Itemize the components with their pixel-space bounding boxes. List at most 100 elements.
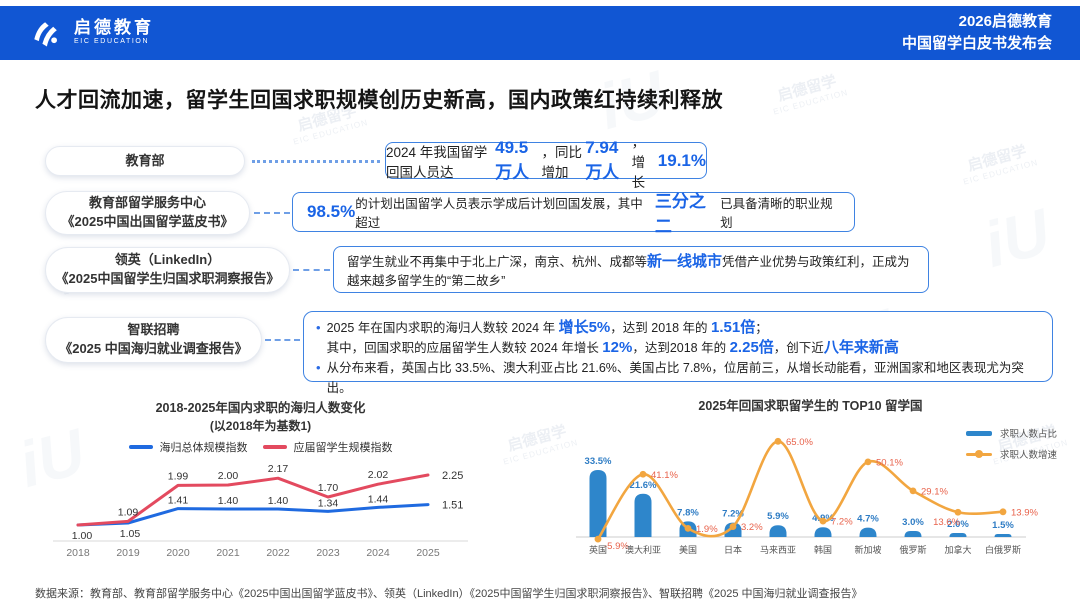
svg-text:7.2%: 7.2%: [831, 516, 853, 527]
svg-text:1.05: 1.05: [120, 528, 141, 540]
svg-text:2.17: 2.17: [268, 463, 289, 475]
svg-text:1.41: 1.41: [168, 494, 189, 506]
event-title-line1: 2026启德教育: [958, 13, 1052, 31]
svg-text:2023: 2023: [316, 547, 340, 559]
svg-text:1.44: 1.44: [368, 493, 389, 505]
source-pill-label: 《2025 中国海归就业调查报告》: [59, 341, 248, 356]
svg-text:英国: 英国: [589, 544, 607, 555]
svg-text:7.8%: 7.8%: [677, 507, 699, 518]
svg-text:2018: 2018: [66, 547, 90, 559]
source-pill-label: 《2025中国出国留学蓝皮书》: [61, 214, 234, 229]
logo-name-en: EIC EDUCATION: [74, 38, 150, 46]
chart-legend: 求职人数占比 求职人数增速: [965, 426, 1057, 461]
svg-text:美国: 美国: [679, 544, 697, 555]
svg-text:2.00: 2.00: [218, 470, 239, 482]
header-bar: 启德教育 EIC EDUCATION 2026启德教育 中国留学白皮书发布会: [0, 6, 1080, 60]
source-pill-cscse: 教育部留学服务中心 《2025中国出国留学蓝皮书》: [45, 191, 250, 235]
svg-text:马来西亚: 马来西亚: [760, 545, 796, 555]
svg-text:2.25: 2.25: [442, 470, 463, 482]
svg-text:1.00: 1.00: [72, 530, 93, 542]
svg-text:21.6%: 21.6%: [630, 480, 657, 491]
bullet-dot: •: [316, 320, 321, 335]
svg-text:澳大利亚: 澳大利亚: [625, 544, 661, 555]
page-title: 人才回流加速，留学生回国求职规模创历史新高，国内政策红持续利释放: [35, 89, 723, 112]
svg-text:65.0%: 65.0%: [786, 437, 813, 448]
event-title-line2: 中国留学白皮书发布会: [901, 35, 1052, 52]
svg-text:3.2%: 3.2%: [741, 522, 763, 533]
source-pill-zhaopin: 智联招聘 《2025 中国海归就业调查报告》: [45, 317, 262, 363]
logo-name-cn: 启德教育: [74, 17, 154, 37]
connector-line: [265, 339, 300, 341]
chart-title: 2018-2025年国内求职的海归人数变化: [155, 401, 366, 415]
svg-text:1.09: 1.09: [118, 506, 139, 518]
svg-text:1.51: 1.51: [442, 499, 463, 511]
info-box-linkedin: 留学生就业不再集中于北上广深，南京、杭州、成都等新一线城市凭借产业优势与政策红利…: [333, 246, 929, 293]
svg-text:1.40: 1.40: [268, 495, 289, 507]
svg-text:2025: 2025: [416, 547, 440, 559]
event-title: 2026启德教育 中国留学白皮书发布会: [902, 11, 1052, 55]
svg-text:4.7%: 4.7%: [857, 513, 879, 524]
svg-text:5.9%: 5.9%: [767, 511, 789, 522]
svg-text:2.02: 2.02: [368, 469, 389, 481]
svg-text:2.0%: 2.0%: [947, 519, 969, 530]
bullet-text: 从分布来看，英国占比 33.5%、澳大利亚占比 21.6%、美国占比 7.8%，…: [326, 361, 1024, 395]
source-pill-label: 领英（LinkedIn）: [114, 252, 221, 268]
svg-text:1.34: 1.34: [318, 497, 339, 509]
svg-text:加拿大: 加拿大: [944, 544, 971, 555]
svg-text:7.2%: 7.2%: [722, 508, 744, 519]
svg-text:41.1%: 41.1%: [651, 470, 678, 481]
svg-text:2024: 2024: [366, 547, 390, 559]
bullet-item: • 2025 年在国内求职的海归人数较 2024 年 增长5%，达到 2018 …: [314, 318, 1040, 358]
chart-top10-countries: 2025年回国求职留学生的 TOP10 留学国 求职人数占比 求职人数增速 33…: [558, 398, 1063, 574]
svg-text:33.5%: 33.5%: [585, 456, 612, 467]
svg-text:俄罗斯: 俄罗斯: [899, 544, 926, 555]
svg-text:白俄罗斯: 白俄罗斯: [985, 544, 1021, 555]
svg-text:3.0%: 3.0%: [902, 517, 924, 528]
bullet-dot: •: [316, 360, 321, 375]
legend-swatch-share: [965, 430, 992, 436]
svg-text:1.5%: 1.5%: [992, 520, 1014, 531]
svg-text:新加坡: 新加坡: [854, 544, 881, 555]
line-chart-canvas: 2018 2019 2020 2021 2022 2023 2024 2025 1.00 1.05…: [53, 463, 468, 559]
bullet-text: 2025 年在国内求职的海归人数较 2024 年 增长5%，达到 2018 年的…: [326, 319, 899, 356]
svg-text:50.1%: 50.1%: [876, 457, 903, 468]
svg-text:1.40: 1.40: [218, 495, 239, 507]
watermark-monogram: iU: [976, 194, 1058, 282]
legend-label-growth: 求职人数增速: [999, 450, 1057, 461]
bullet-item: • 从分布来看，英国占比 33.5%、澳大利亚占比 21.6%、美国占比 7.8…: [314, 358, 1040, 398]
connector-line: [254, 212, 290, 214]
legend-label-fresh: 应届留学生规模指数: [293, 441, 393, 454]
svg-text:日本: 日本: [724, 544, 742, 555]
legend-label-share: 求职人数占比: [999, 429, 1057, 440]
svg-text:29.1%: 29.1%: [921, 486, 948, 497]
svg-text:1.70: 1.70: [318, 482, 339, 494]
chart-title: 2025年回国求职留学生的 TOP10 留学国: [698, 399, 923, 413]
svg-text:2021: 2021: [216, 547, 240, 559]
source-pill-linkedin: 领英（LinkedIn） 《2025中国留学生归国求职洞察报告》: [45, 247, 290, 293]
info-box-bluebook: 98.5% 的计划出国留学人员表示学成后计划回国发展，其中超过 三分之二 已具备清晰的…: [292, 192, 855, 236]
source-pill-label: 教育部留学服务中心: [88, 195, 206, 211]
legend-swatch-fresh: [262, 445, 287, 449]
source-pill-label: 智联招聘: [127, 322, 180, 338]
data-source-note: 数据来源：教育部、教育部留学服务中心《2025中国出国留学蓝皮书》、领英（Lin…: [35, 588, 863, 600]
svg-text:13.6%: 13.6%: [933, 517, 960, 528]
chart-subtitle: (以2018年为基数1): [209, 418, 312, 433]
legend-label-total: 海归总体规模指数: [159, 441, 248, 454]
info-box-zhaopin: • 2025 年在国内求职的海归人数较 2024 年 增长5%，达到 2018 …: [303, 311, 1053, 395]
svg-text:-5.9%: -5.9%: [604, 541, 629, 552]
combo-chart-canvas: 33.5%21.6%7.8%7.2%5.9%4.9%4.7%3.0%2.0%1.…: [576, 437, 1038, 555]
svg-text:1.99: 1.99: [168, 470, 189, 482]
legend-swatch-growth: [965, 450, 992, 458]
svg-text:韩国: 韩国: [814, 544, 832, 555]
source-pill-label: 教育部: [125, 152, 165, 168]
eic-logo: 启德教育 EIC EDUCATION: [28, 15, 154, 51]
info-box-moe: 2024 年我国留学回国人员达 49.5 万人 ，同比增加 7.94 万人 ，增长 19…: [385, 134, 707, 190]
source-pill-label: 《2025中国留学生归国求职洞察报告》: [55, 271, 280, 286]
connector-line: [293, 269, 330, 271]
chart-legend: 海归总体规模指数 应届留学生规模指数: [38, 439, 483, 455]
svg-text:2022: 2022: [266, 547, 290, 559]
legend-swatch-total: [128, 445, 153, 449]
